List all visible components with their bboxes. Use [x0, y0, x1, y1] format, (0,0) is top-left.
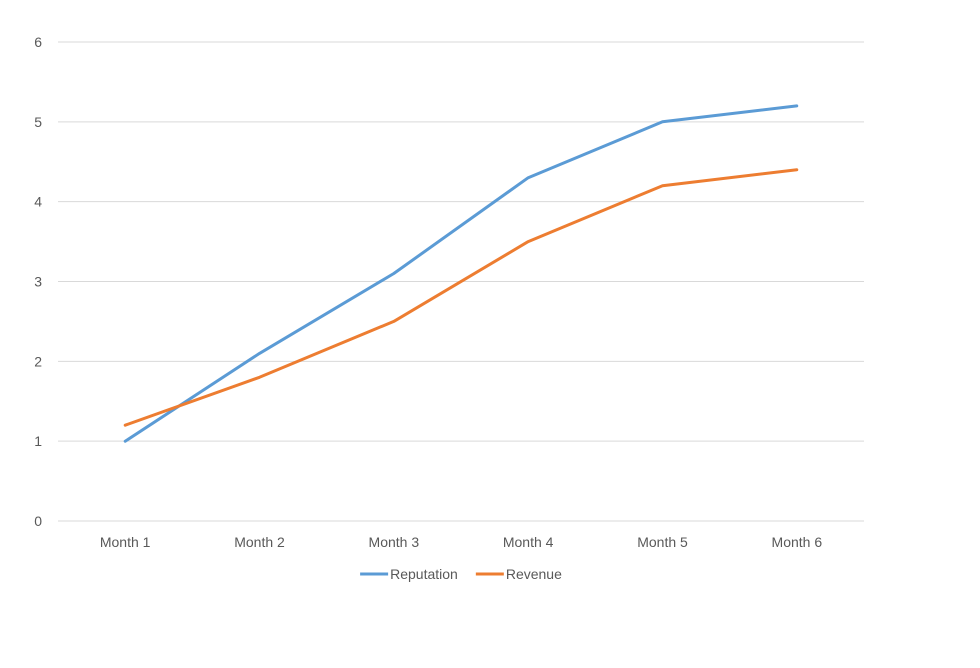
y-tick-label: 2 — [34, 353, 42, 369]
y-tick-label: 6 — [34, 34, 42, 50]
x-axis-tick-labels: Month 1 Month 2 Month 3 Month 4 Month 5 Month… — [100, 534, 822, 550]
x-tick-label: Month 3 — [369, 534, 420, 550]
gridlines — [58, 41, 864, 522]
legend-label: Reputation — [390, 566, 458, 582]
series-line-reputation — [123, 104, 799, 443]
series-lines — [123, 104, 799, 443]
y-axis-tick-labels: 0 1 2 3 4 5 6 — [34, 34, 42, 529]
y-tick-label: 1 — [34, 433, 42, 449]
y-tick-label: 3 — [34, 274, 42, 290]
legend-item-revenue: Revenue — [475, 566, 562, 582]
y-tick-label: 5 — [34, 114, 42, 130]
series-line-revenue — [123, 168, 799, 427]
legend: Reputation Revenue — [360, 566, 562, 582]
x-tick-label: Month 2 — [234, 534, 285, 550]
x-tick-label: Month 1 — [100, 534, 151, 550]
y-tick-label: 4 — [34, 194, 42, 210]
x-tick-label: Month 4 — [503, 534, 554, 550]
legend-item-reputation: Reputation — [360, 566, 458, 582]
y-tick-label: 0 — [34, 513, 42, 529]
legend-label: Revenue — [506, 566, 562, 582]
x-tick-label: Month 5 — [637, 534, 688, 550]
x-tick-label: Month 6 — [772, 534, 823, 550]
